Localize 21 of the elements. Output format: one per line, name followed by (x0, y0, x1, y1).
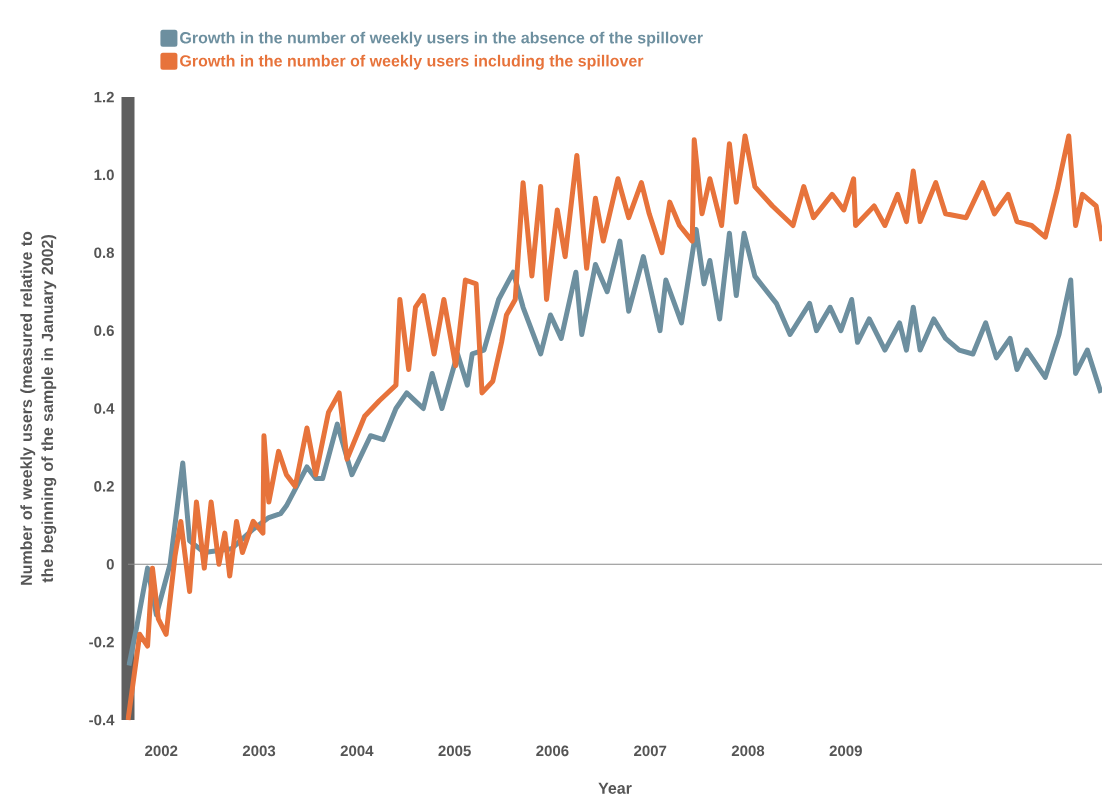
y-tick-label: -0.4 (89, 714, 115, 726)
x-tick-label: 2004 (340, 745, 374, 757)
y-tick-label: 0.4 (94, 403, 115, 414)
y-tick-label: 0.2 (94, 481, 114, 492)
y-tick-label: 0 (106, 558, 114, 570)
x-tick-label: 2008 (731, 745, 765, 757)
y-tick-label: 0.6 (94, 325, 114, 336)
x-tick-label: 2009 (829, 745, 862, 757)
x-axis-title: Year (598, 782, 632, 794)
y-axis-title: Number of weekly users (measured relative to the beginning of the sample in January 2002) (20, 231, 57, 585)
x-tick-label: 2005 (438, 745, 471, 757)
y-tick-label: 1.0 (94, 169, 114, 181)
legend-label: Growth in the number of weekly users in the absence of the spillover (180, 31, 703, 47)
legend-label: Growth in the number of weekly users including the spillover (180, 54, 644, 70)
y-tick-label: 1.2 (94, 91, 114, 103)
y-tick-label: -0.2 (89, 636, 114, 648)
x-tick-label: 2002 (145, 745, 178, 757)
y-tick-label: 0.8 (94, 247, 114, 259)
x-tick-label: 2003 (242, 745, 276, 757)
x-tick-label: 2007 (634, 745, 667, 757)
x-tick-label: 2006 (536, 745, 569, 757)
